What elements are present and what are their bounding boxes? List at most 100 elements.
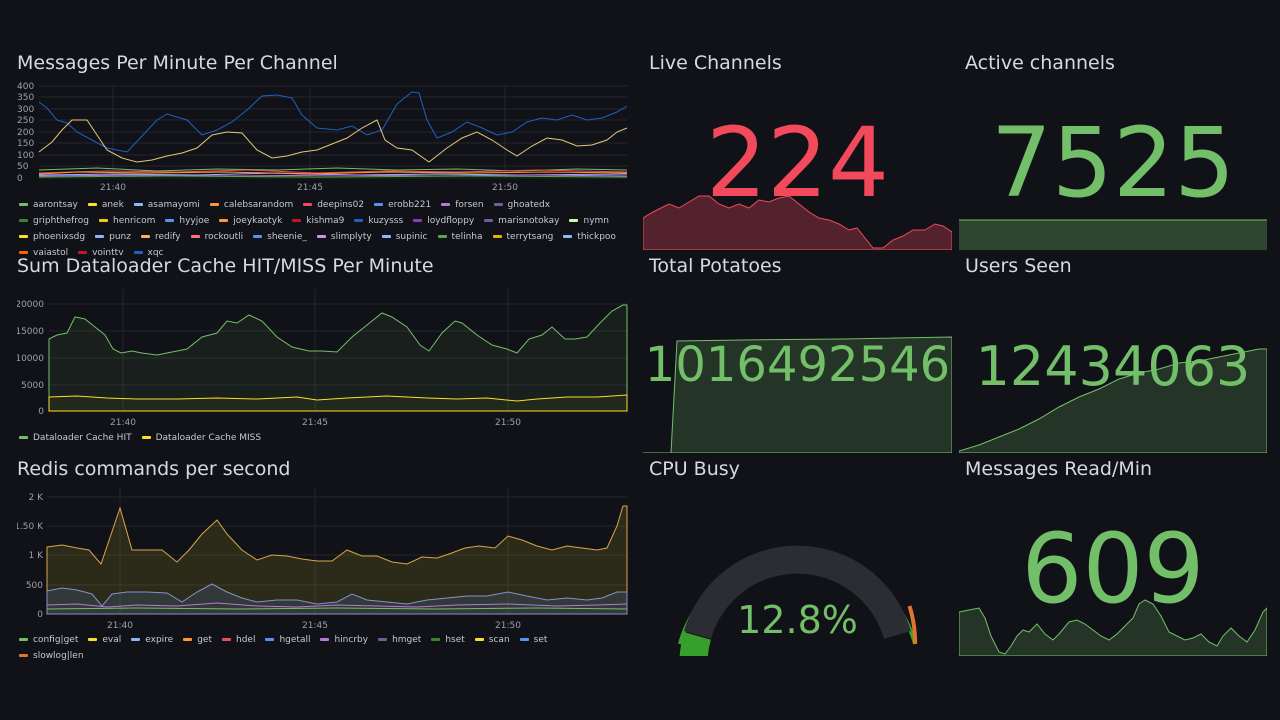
panel-title[interactable]: Redis commands per second: [17, 458, 291, 480]
legend-label: anek: [101, 200, 124, 210]
legend-item[interactable]: scan: [474, 632, 510, 648]
legend-swatch: [563, 235, 573, 238]
legend-item[interactable]: vointtv: [78, 245, 124, 261]
legend-item[interactable]: slowlog|len: [19, 648, 84, 664]
legend-item[interactable]: hmget: [378, 632, 421, 648]
legend-label: terrytsang: [506, 232, 554, 242]
legend-item[interactable]: aarontsay: [19, 197, 78, 213]
legend-item[interactable]: phoenixsdg: [19, 229, 85, 245]
legend-item[interactable]: eval: [88, 632, 121, 648]
legend-swatch: [209, 203, 219, 206]
x-tick-label: 21:40: [110, 418, 136, 428]
dataloader-chart[interactable]: 20000 15000 10000 5000 0 21:40 21:45 21:…: [17, 289, 629, 444]
legend-item[interactable]: get: [183, 632, 212, 648]
legend-item[interactable]: kuzysss: [354, 213, 403, 229]
messages-read-panel: Messages Read/Min 609: [959, 458, 1267, 656]
legend-item[interactable]: erobb221: [374, 197, 431, 213]
legend-item[interactable]: anek: [87, 197, 124, 213]
cpu-gauge: [677, 545, 918, 656]
legend-item[interactable]: griphthefrog: [19, 213, 89, 229]
legend-item[interactable]: hset: [431, 632, 465, 648]
x-tick-label: 21:50: [492, 183, 518, 193]
legend-label: hdel: [236, 635, 256, 645]
legend-label: kishma9: [306, 216, 345, 226]
total-potatoes-sparkline: [643, 336, 952, 453]
x-tick-label: 21:45: [302, 621, 328, 631]
legend-swatch: [219, 219, 229, 222]
legend-item[interactable]: rockoutli: [190, 229, 243, 245]
redis-chart[interactable]: 2 K 1.50 K 1 K 500 0 21:40 21:45 21:50: [17, 488, 629, 638]
legend-item[interactable]: kishma9: [292, 213, 344, 229]
legend: Dataloader Cache HIT Dataloader Cache MIS…: [19, 430, 629, 446]
legend-item[interactable]: thickpoo: [563, 229, 616, 245]
legend-item[interactable]: hincrby: [320, 632, 368, 648]
legend-item[interactable]: forsen: [441, 197, 484, 213]
legend-item[interactable]: marisnotokay: [484, 213, 559, 229]
panel-title[interactable]: Messages Per Minute Per Channel: [17, 52, 338, 74]
legend-item[interactable]: xqc: [133, 245, 164, 261]
legend-item[interactable]: slimplyty: [316, 229, 372, 245]
panel-title[interactable]: Sum Dataloader Cache HIT/MISS Per Minute: [17, 255, 434, 277]
legend-label: henricom: [113, 216, 156, 226]
legend-item[interactable]: punz: [95, 229, 131, 245]
legend-item[interactable]: henricom: [99, 213, 155, 229]
panel-title[interactable]: Active channels: [965, 52, 1115, 74]
legend-item[interactable]: calebsarandom: [209, 197, 293, 213]
legend-label: eval: [102, 635, 122, 645]
legend-item[interactable]: joeykaotyk: [219, 213, 282, 229]
panel-title[interactable]: Live Channels: [649, 52, 782, 74]
legend-item[interactable]: loydfloppy: [413, 213, 474, 229]
legend-swatch: [133, 251, 143, 254]
legend-item[interactable]: vaiastol: [19, 245, 68, 261]
legend-item[interactable]: expire: [131, 632, 173, 648]
y-tick-label: 500: [26, 581, 43, 591]
legend-item[interactable]: terrytsang: [492, 229, 554, 245]
legend-label: xqc: [147, 248, 164, 258]
legend-swatch: [265, 638, 275, 641]
legend-item[interactable]: set: [519, 632, 547, 648]
legend-label: asamayomi: [147, 200, 200, 210]
cpu-busy-panel: CPU Busy 12.8%: [643, 458, 952, 656]
legend-item[interactable]: redify: [140, 229, 181, 245]
legend-label: config|get: [33, 635, 79, 645]
x-tick-label: 21:40: [107, 621, 133, 631]
total-potatoes-value: 1016492546: [644, 337, 951, 393]
legend-swatch: [140, 235, 150, 238]
legend-label: Dataloader Cache MISS: [155, 433, 262, 443]
hmget-series-line: [46, 602, 628, 608]
messages-chart[interactable]: 400 350 300 250 200 150 100 50 0 21:40 2…: [17, 80, 629, 220]
y-tick-label: 350: [17, 93, 34, 103]
legend-label: expire: [145, 635, 174, 645]
legend-item[interactable]: hdel: [222, 632, 255, 648]
legend-label: loydfloppy: [427, 216, 475, 226]
legend-swatch: [222, 638, 231, 641]
legend-swatch: [493, 203, 503, 206]
legend-item[interactable]: telinha: [437, 229, 483, 245]
legend-item[interactable]: supinic: [381, 229, 428, 245]
y-tick-label: 50: [17, 162, 29, 172]
legend-item[interactable]: nymn: [569, 213, 609, 229]
legend-label: sheenie_: [267, 232, 307, 242]
panel-title[interactable]: Total Potatoes: [649, 255, 782, 277]
panel-title[interactable]: Users Seen: [965, 255, 1072, 277]
legend-swatch: [378, 638, 388, 641]
y-tick-label: 400: [17, 82, 34, 92]
legend-item[interactable]: sheenie_: [253, 229, 307, 245]
panel-title[interactable]: CPU Busy: [649, 458, 740, 480]
legend-label: slimplyty: [330, 232, 372, 242]
legend-item[interactable]: ghoatedx: [493, 197, 550, 213]
legend-item[interactable]: deepins02: [303, 197, 364, 213]
legend-item[interactable]: Dataloader Cache HIT: [19, 430, 132, 446]
legend-item[interactable]: asamayomi: [133, 197, 200, 213]
legend-item[interactable]: Dataloader Cache MISS: [141, 430, 262, 446]
legend-swatch: [165, 219, 175, 222]
legend-label: redify: [154, 232, 181, 242]
legend-item[interactable]: hyyjoe: [165, 213, 209, 229]
legend-item[interactable]: hgetall: [265, 632, 310, 648]
legend-label: griphthefrog: [33, 216, 89, 226]
legend-swatch: [519, 638, 529, 641]
legend-item[interactable]: config|get: [19, 632, 78, 648]
panel-title[interactable]: Messages Read/Min: [965, 458, 1153, 480]
y-tick-label: 300: [17, 105, 34, 115]
legend-label: aarontsay: [33, 200, 78, 210]
